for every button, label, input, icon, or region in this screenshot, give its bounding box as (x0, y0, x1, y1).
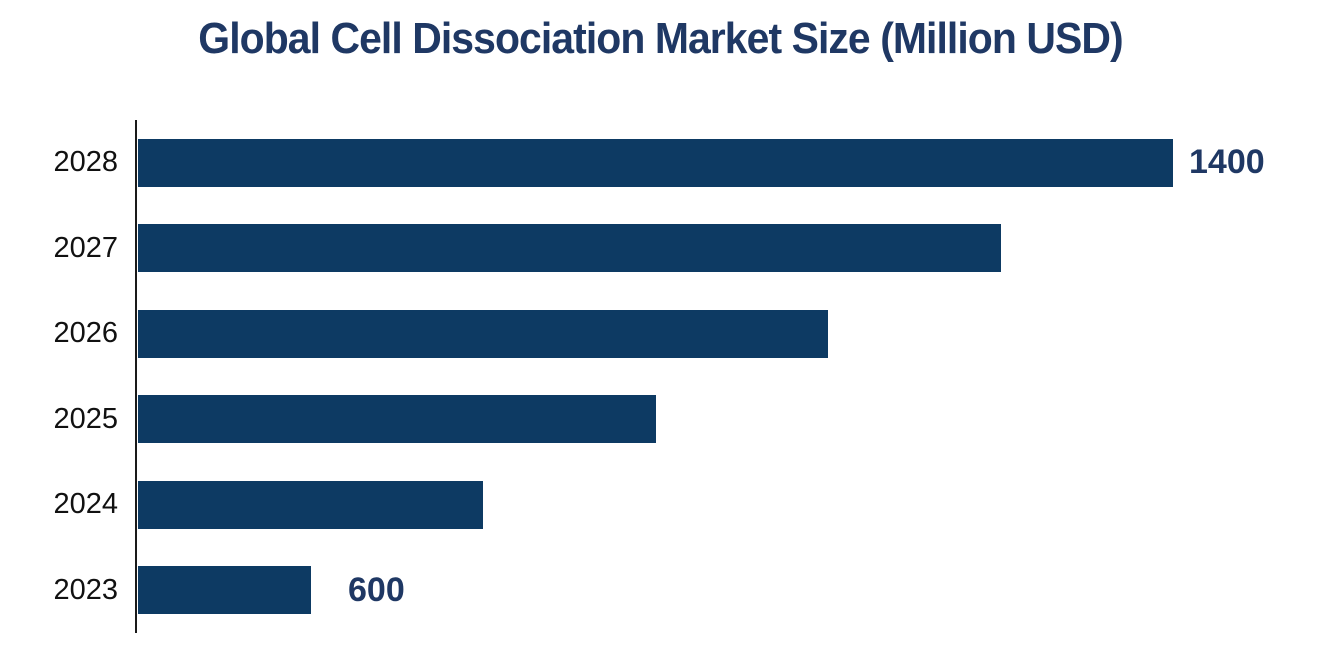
value-label-2028: 1400 (1189, 143, 1265, 182)
category-label-2028: 2028 (53, 146, 118, 179)
bar-2023 (138, 566, 311, 615)
bar-2026 (138, 309, 828, 358)
bar-row-2028: 2028 1400 (0, 120, 1321, 206)
plot-area: 2028 1400 2027 2026 2025 2024 (0, 120, 1321, 633)
bar-row-2027: 2027 (0, 206, 1321, 292)
category-label-2024: 2024 (53, 488, 118, 521)
category-label-2027: 2027 (53, 231, 118, 264)
bar-2024 (138, 480, 483, 529)
chart-title: Global Cell Dissociation Market Size (Mi… (198, 14, 1123, 63)
bar-row-2023: 2023 600 (0, 548, 1321, 634)
y-axis-line (135, 120, 137, 633)
bar-2028 (138, 138, 1173, 187)
category-label-2023: 2023 (53, 573, 118, 606)
bar-2027 (138, 224, 1001, 273)
category-label-2026: 2026 (53, 317, 118, 350)
bar-2025 (138, 395, 656, 444)
bar-rows: 2028 1400 2027 2026 2025 2024 (0, 120, 1321, 633)
value-label-2023: 600 (348, 570, 405, 609)
bar-row-2024: 2024 (0, 462, 1321, 548)
category-label-2025: 2025 (53, 402, 118, 435)
bar-row-2025: 2025 (0, 377, 1321, 463)
bar-row-2026: 2026 (0, 291, 1321, 377)
